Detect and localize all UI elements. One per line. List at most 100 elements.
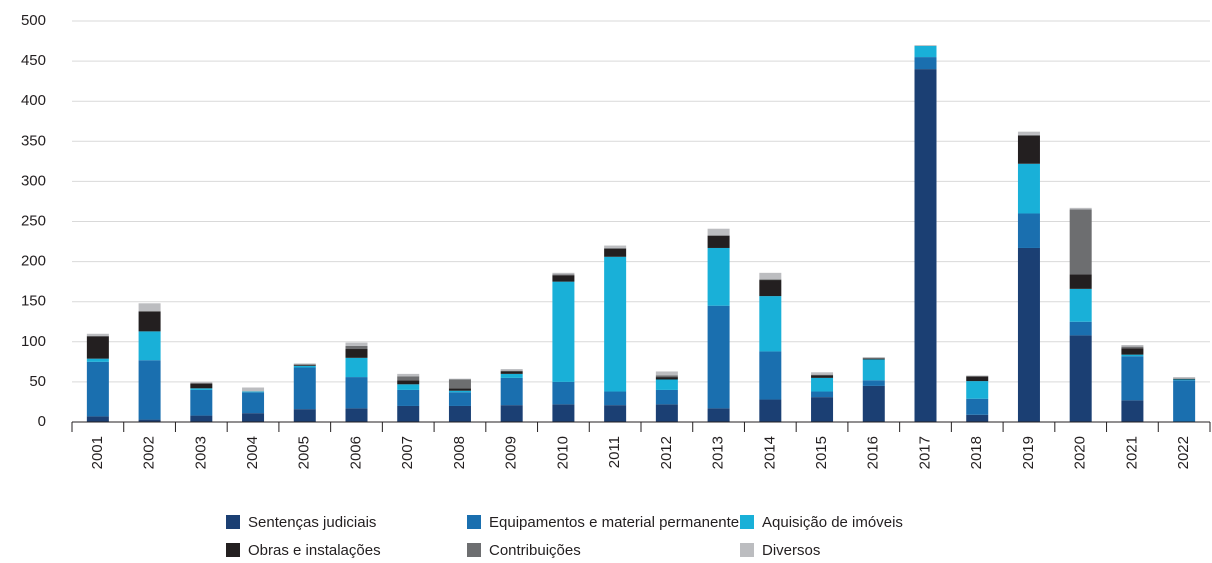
bar-segment: [604, 247, 627, 249]
bar-segment: [811, 391, 834, 398]
bar-segment: [862, 357, 885, 359]
bar-segment: [552, 275, 575, 282]
bar-segment: [759, 279, 782, 281]
bar-segment: [914, 69, 937, 423]
bar-segment: [914, 45, 937, 58]
bar-segment: [552, 272, 575, 275]
bar-segment: [862, 380, 885, 386]
bar-segment: [707, 408, 730, 422]
bar-segment: [500, 377, 523, 406]
bar-segment: [655, 377, 678, 380]
bar-segment: [759, 399, 782, 422]
y-tick-label: 250: [21, 212, 46, 229]
bar-segment: [1173, 378, 1196, 380]
bar-segment: [914, 57, 937, 70]
legend-swatch: [467, 515, 481, 529]
bar-segment: [500, 371, 523, 374]
bar-segment: [448, 390, 471, 393]
bar-segment: [1017, 247, 1040, 422]
legend-swatch: [226, 515, 240, 529]
x-tick-label: 2009: [503, 436, 520, 469]
bar-segment: [1121, 400, 1144, 422]
bar-segment: [655, 375, 678, 378]
x-tick-label: 2016: [865, 436, 882, 469]
bar-segment: [811, 377, 834, 392]
bar-segment: [604, 248, 627, 257]
bar-segment: [190, 381, 213, 384]
bar-segment: [500, 405, 523, 422]
bar-segment: [448, 388, 471, 391]
y-tick-label: 200: [21, 253, 46, 270]
bar-segment: [1121, 354, 1144, 357]
bar-segment: [1121, 348, 1144, 355]
y-tick-label: 300: [21, 172, 46, 189]
bar-segment: [293, 367, 316, 410]
bar-segment: [242, 391, 265, 393]
x-tick-label: 2010: [554, 436, 571, 469]
bar-segment: [86, 336, 109, 359]
bar-segment: [138, 311, 161, 332]
x-tick-label: 2008: [451, 436, 468, 469]
bar-segment: [604, 245, 627, 248]
bar-segment: [966, 376, 989, 382]
y-tick-label: 50: [29, 373, 46, 390]
bar-segment: [1069, 207, 1092, 210]
x-tick-label: 2019: [1020, 436, 1037, 469]
bar-segment: [1121, 356, 1144, 401]
legend-label: Aquisição de imóveis: [762, 514, 903, 531]
bar-segment: [190, 389, 213, 416]
y-tick-label: 400: [21, 92, 46, 109]
bar-segment: [448, 392, 471, 406]
bar-segment: [604, 405, 627, 422]
bar-segment: [293, 364, 316, 366]
x-tick-label: 2021: [1123, 436, 1140, 469]
legend-swatch: [740, 543, 754, 557]
x-tick-label: 2003: [192, 436, 209, 469]
bar-segment: [293, 365, 316, 366]
bar-segment: [448, 378, 471, 380]
legend-swatch: [467, 543, 481, 557]
bar-segment: [397, 380, 420, 385]
legend-swatch: [740, 515, 754, 529]
bar-segment: [1069, 321, 1092, 336]
bar-segment: [655, 404, 678, 422]
x-tick-label: 2017: [916, 436, 933, 469]
bar-segment: [345, 357, 368, 378]
bar-segment: [397, 384, 420, 390]
bar-segment: [1173, 380, 1196, 422]
bar-segment: [345, 377, 368, 409]
bar-segment: [293, 409, 316, 422]
bar-segment: [862, 359, 885, 381]
bar-segment: [552, 404, 575, 422]
bar-segment: [86, 333, 109, 337]
bar-segment: [397, 389, 420, 406]
y-tick-label: 500: [21, 12, 46, 29]
bar-segment: [1173, 379, 1196, 381]
bar-segment: [1069, 335, 1092, 422]
bar-segment: [138, 331, 161, 361]
bar-segment: [707, 305, 730, 409]
bar-segment: [707, 235, 730, 236]
bar-segment: [914, 45, 937, 46]
bar-segment: [242, 387, 265, 392]
bar-segment: [345, 345, 368, 350]
legend-label: Sentenças judiciais: [248, 514, 376, 531]
bar-segment: [759, 280, 782, 297]
bar-segment: [242, 392, 265, 414]
bar-segment: [1017, 134, 1040, 136]
bar-segment: [862, 357, 885, 358]
bar-segment: [811, 397, 834, 422]
legend-label: Equipamentos e material permanente: [489, 514, 739, 531]
bar-segment: [86, 416, 109, 422]
legend-swatch: [226, 543, 240, 557]
x-tick-label: 2001: [89, 436, 106, 469]
bar-segment: [448, 405, 471, 422]
bar-segment: [552, 381, 575, 405]
y-tick-label: 450: [21, 52, 46, 69]
bar-segment: [138, 303, 161, 312]
bar-segment: [1017, 131, 1040, 135]
bar-segment: [397, 405, 420, 422]
y-tick-label: 150: [21, 293, 46, 310]
bar-segment: [500, 370, 523, 372]
bar-segment: [707, 235, 730, 248]
